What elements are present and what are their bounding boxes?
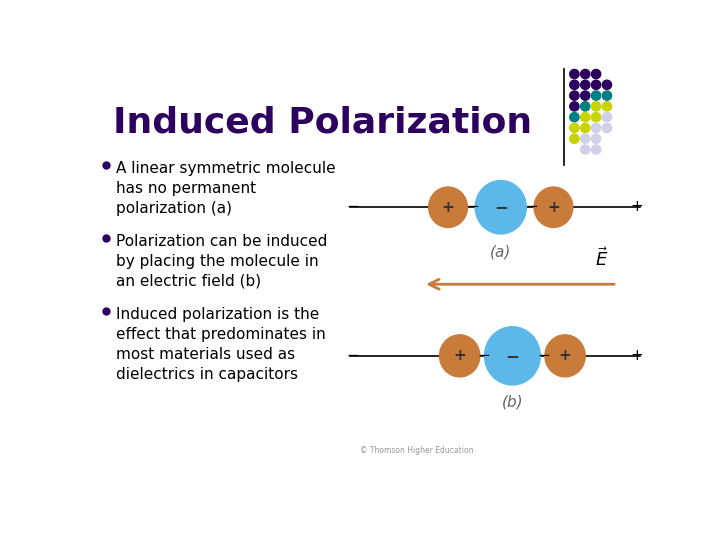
Text: −: − <box>505 347 519 365</box>
Circle shape <box>602 102 611 111</box>
Text: +: + <box>559 348 572 363</box>
Text: +: + <box>631 199 644 214</box>
Circle shape <box>570 102 579 111</box>
Circle shape <box>591 134 600 143</box>
Circle shape <box>602 112 611 122</box>
Circle shape <box>570 70 579 79</box>
Circle shape <box>580 123 590 132</box>
Circle shape <box>580 112 590 122</box>
Circle shape <box>602 80 611 90</box>
Circle shape <box>591 112 600 122</box>
Circle shape <box>602 91 611 100</box>
Circle shape <box>591 91 600 100</box>
Text: −: − <box>477 348 490 362</box>
Text: © Thomson Higher Education: © Thomson Higher Education <box>360 446 473 455</box>
Text: $\vec{E}$: $\vec{E}$ <box>595 247 608 271</box>
Circle shape <box>570 123 579 132</box>
Circle shape <box>580 91 590 100</box>
Ellipse shape <box>475 180 526 234</box>
Text: Induced polarization is the
effect that predominates in
most materials used as
d: Induced polarization is the effect that … <box>116 307 325 382</box>
Text: (b): (b) <box>502 394 523 409</box>
Ellipse shape <box>485 327 540 385</box>
Circle shape <box>602 123 611 132</box>
Text: +: + <box>631 348 644 362</box>
Circle shape <box>580 80 590 90</box>
Text: −: − <box>467 199 480 214</box>
Text: +: + <box>547 200 560 215</box>
Circle shape <box>570 112 579 122</box>
Text: −: − <box>526 199 538 214</box>
Circle shape <box>591 145 600 154</box>
Text: +: + <box>441 200 454 215</box>
Text: Polarization can be induced
by placing the molecule in
an electric field (b): Polarization can be induced by placing t… <box>116 234 327 289</box>
Text: −: − <box>494 198 508 216</box>
Circle shape <box>580 145 590 154</box>
Circle shape <box>570 80 579 90</box>
Circle shape <box>580 134 590 143</box>
Circle shape <box>591 70 600 79</box>
Text: −: − <box>346 199 359 214</box>
Text: (a): (a) <box>490 244 511 259</box>
Circle shape <box>570 91 579 100</box>
Circle shape <box>591 102 600 111</box>
Ellipse shape <box>439 335 480 377</box>
Text: −: − <box>538 348 551 362</box>
Ellipse shape <box>545 335 585 377</box>
Ellipse shape <box>428 187 467 227</box>
Text: Induced Polarization: Induced Polarization <box>113 105 532 139</box>
Text: +: + <box>454 348 466 363</box>
Circle shape <box>570 134 579 143</box>
Text: −: − <box>346 348 359 362</box>
Text: A linear symmetric molecule
has no permanent
polarization (a): A linear symmetric molecule has no perma… <box>116 161 336 215</box>
Circle shape <box>591 80 600 90</box>
Circle shape <box>591 123 600 132</box>
Circle shape <box>580 102 590 111</box>
Circle shape <box>580 70 590 79</box>
Ellipse shape <box>534 187 573 227</box>
